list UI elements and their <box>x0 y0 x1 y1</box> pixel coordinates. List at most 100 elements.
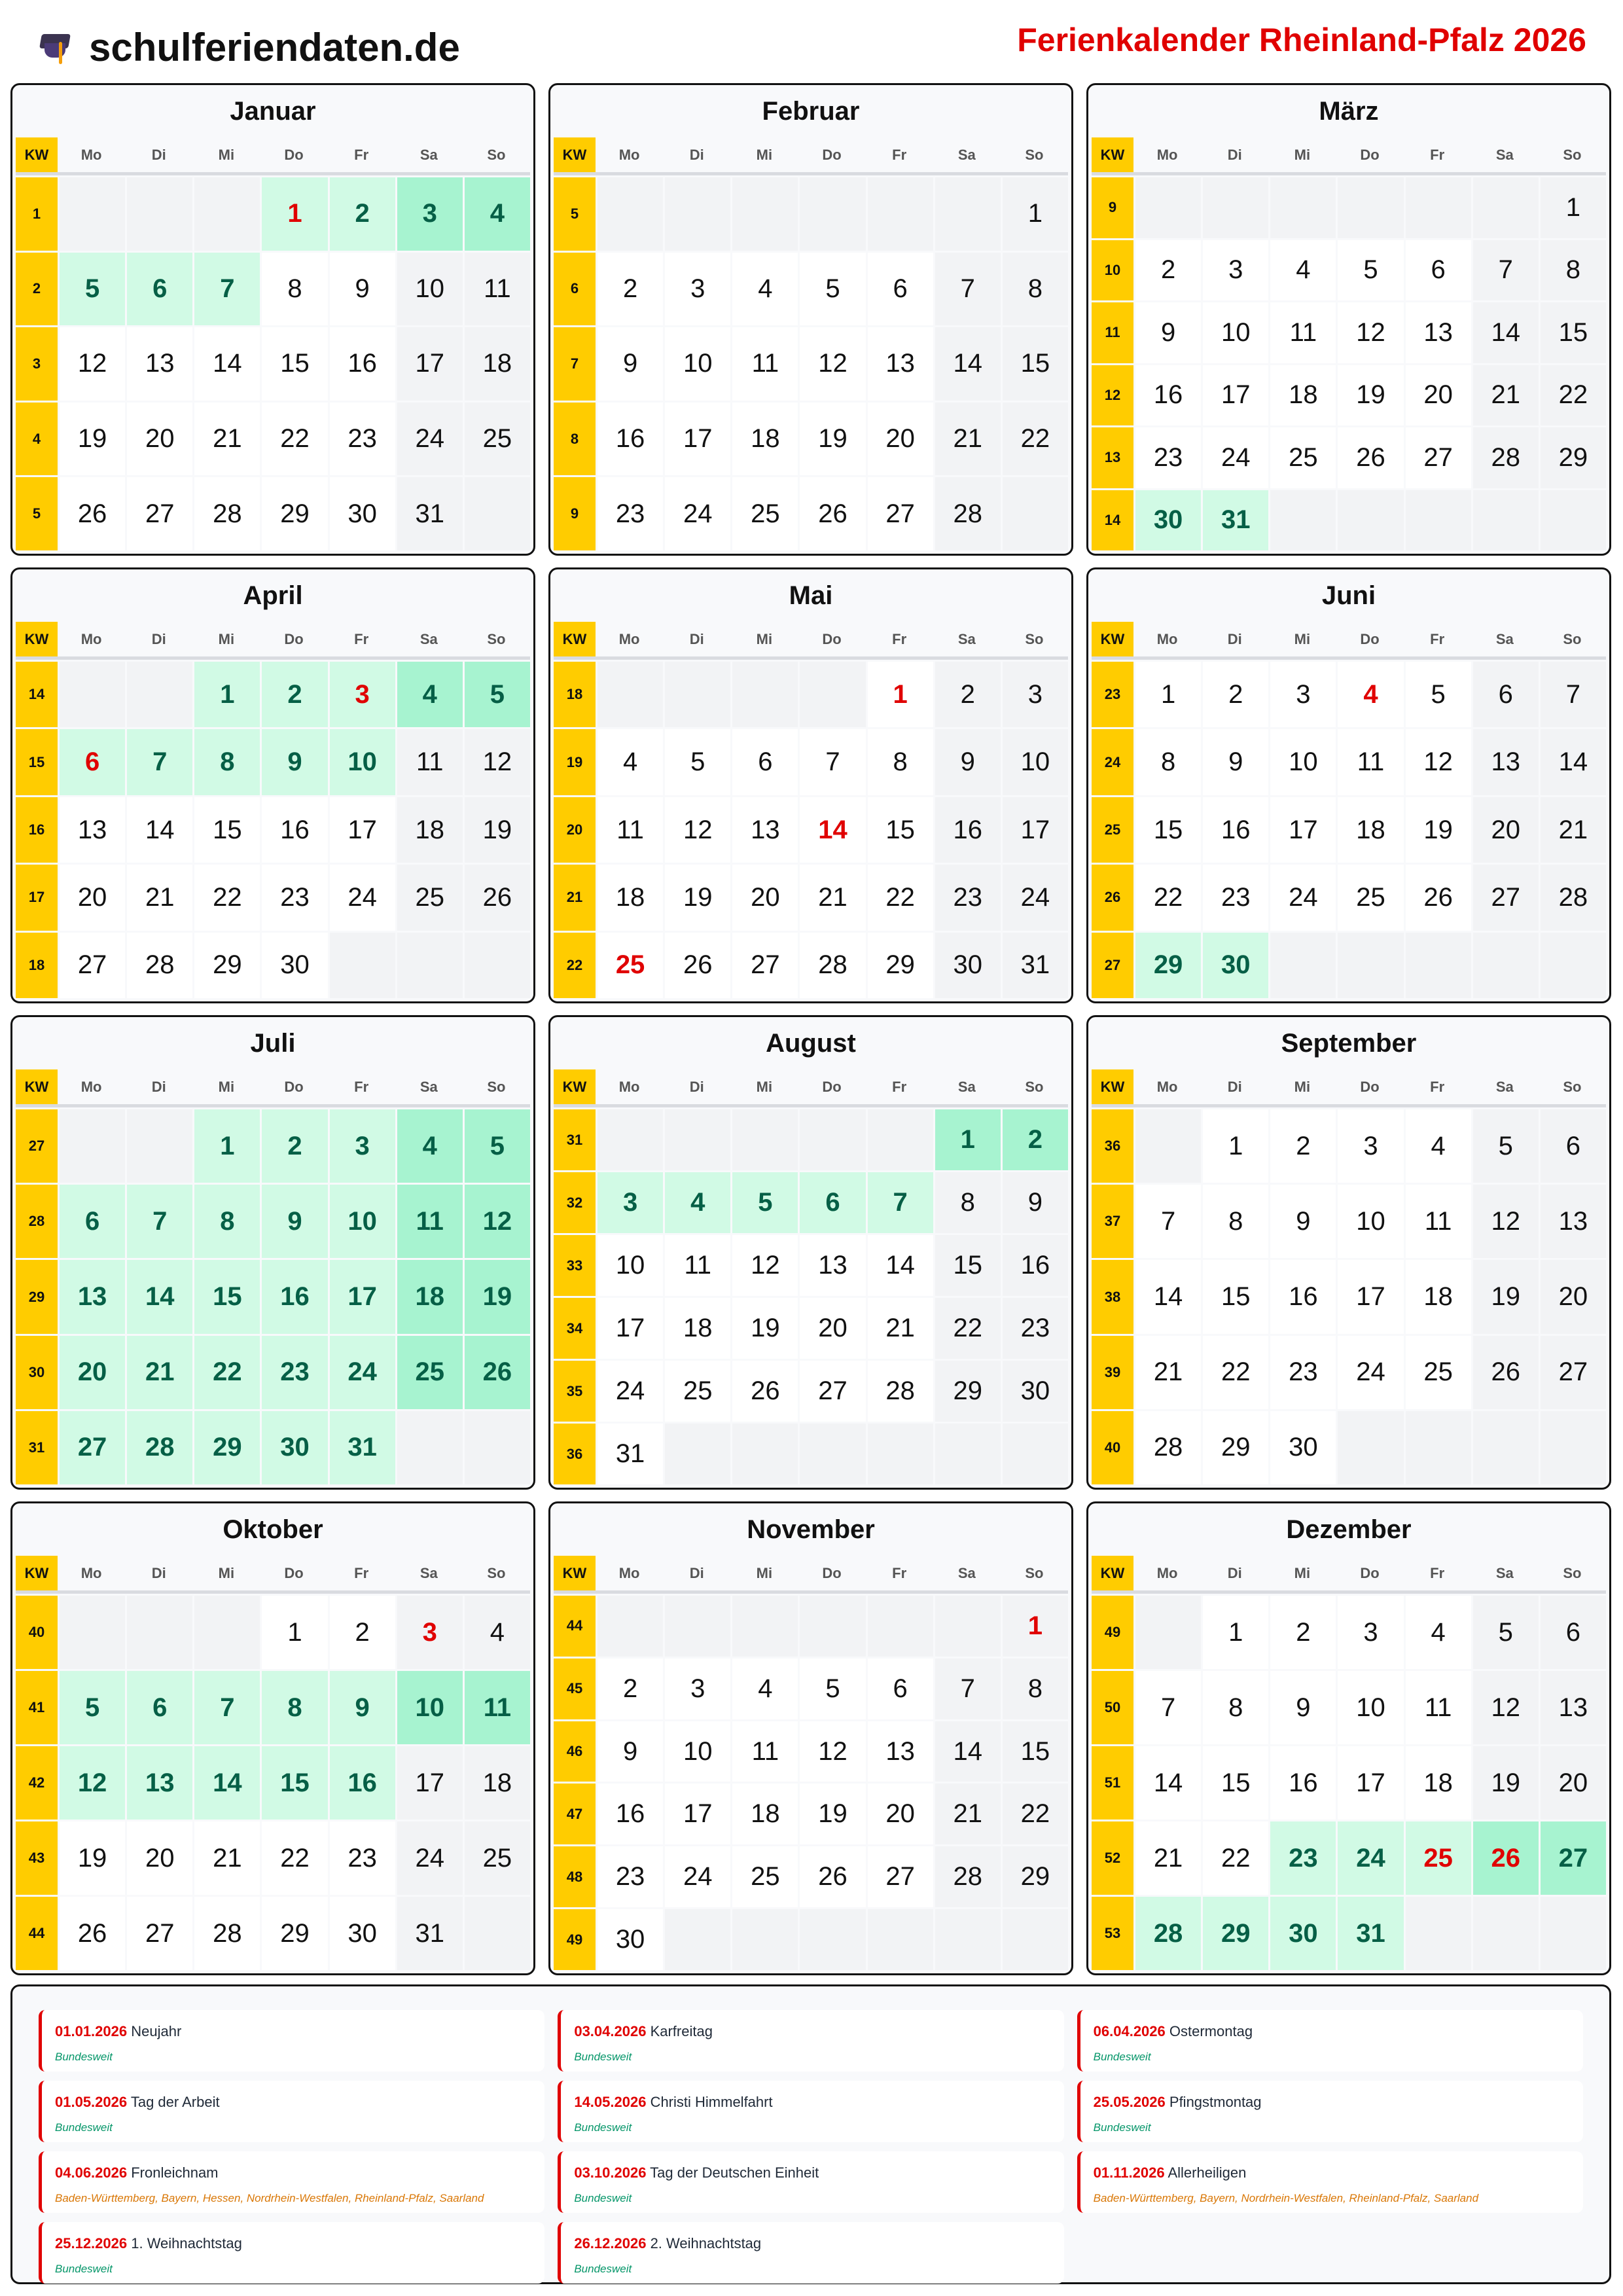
day-cell[interactable]: 29 <box>1135 932 1202 999</box>
day-cell[interactable]: 19 <box>1472 1746 1539 1820</box>
day-cell[interactable]: 6 <box>800 1172 866 1233</box>
day-cell[interactable]: 6 <box>1540 1109 1606 1183</box>
day-cell[interactable]: 13 <box>1540 1671 1606 1744</box>
day-cell[interactable]: 24 <box>1002 865 1068 931</box>
day-cell[interactable]: 23 <box>262 865 328 931</box>
day-cell[interactable]: 29 <box>262 1897 328 1970</box>
day-cell[interactable]: 30 <box>597 1909 664 1970</box>
day-cell[interactable]: 3 <box>665 252 731 326</box>
day-cell[interactable]: 15 <box>1540 302 1606 363</box>
day-cell[interactable]: 18 <box>665 1298 731 1359</box>
day-cell[interactable]: 23 <box>329 402 395 476</box>
day-cell[interactable]: 24 <box>397 402 463 476</box>
day-cell[interactable]: 23 <box>1135 427 1202 488</box>
day-cell[interactable]: 25 <box>732 1846 798 1908</box>
day-cell[interactable]: 29 <box>194 932 260 999</box>
day-cell[interactable]: 26 <box>464 865 530 931</box>
day-cell[interactable]: 29 <box>935 1361 1001 1422</box>
day-cell[interactable]: 4 <box>732 1658 798 1719</box>
day-cell[interactable]: 13 <box>127 327 193 401</box>
day-cell[interactable]: 14 <box>935 327 1001 401</box>
day-cell[interactable]: 30 <box>1270 1897 1336 1970</box>
day-cell[interactable]: 27 <box>127 477 193 550</box>
day-cell[interactable]: 25 <box>464 1821 530 1895</box>
day-cell[interactable]: 25 <box>464 402 530 476</box>
day-cell[interactable]: 21 <box>935 402 1001 476</box>
day-cell[interactable]: 10 <box>1338 1671 1404 1744</box>
day-cell[interactable]: 3 <box>1002 662 1068 728</box>
day-cell[interactable]: 21 <box>127 865 193 931</box>
day-cell[interactable]: 9 <box>1270 1185 1336 1259</box>
day-cell[interactable]: 19 <box>1472 1260 1539 1334</box>
day-cell[interactable]: 15 <box>1203 1260 1269 1334</box>
day-cell[interactable]: 12 <box>1338 302 1404 363</box>
day-cell[interactable]: 7 <box>194 252 260 326</box>
day-cell[interactable]: 24 <box>329 1335 395 1409</box>
day-cell[interactable]: 7 <box>1540 662 1606 728</box>
day-cell[interactable]: 14 <box>127 797 193 863</box>
day-cell[interactable]: 20 <box>1472 797 1539 863</box>
day-cell[interactable]: 1 <box>194 1109 260 1183</box>
day-cell[interactable]: 8 <box>262 252 328 326</box>
day-cell[interactable]: 2 <box>262 1109 328 1183</box>
day-cell[interactable]: 27 <box>800 1361 866 1422</box>
day-cell[interactable]: 16 <box>329 327 395 401</box>
day-cell[interactable]: 23 <box>1270 1821 1336 1895</box>
day-cell[interactable]: 3 <box>1270 662 1336 728</box>
day-cell[interactable]: 27 <box>60 932 126 999</box>
day-cell[interactable]: 12 <box>60 327 126 401</box>
day-cell[interactable]: 30 <box>1203 932 1269 999</box>
day-cell[interactable]: 26 <box>800 477 866 550</box>
day-cell[interactable]: 20 <box>732 865 798 931</box>
day-cell[interactable]: 27 <box>1472 865 1539 931</box>
day-cell[interactable]: 23 <box>1270 1335 1336 1409</box>
day-cell[interactable]: 13 <box>1472 729 1539 795</box>
day-cell[interactable]: 16 <box>1135 365 1202 425</box>
day-cell[interactable]: 21 <box>867 1298 933 1359</box>
day-cell[interactable]: 15 <box>867 797 933 863</box>
day-cell[interactable]: 19 <box>1338 365 1404 425</box>
day-cell[interactable]: 5 <box>464 662 530 728</box>
day-cell[interactable]: 19 <box>60 1821 126 1895</box>
day-cell[interactable]: 19 <box>464 1260 530 1334</box>
day-cell[interactable]: 27 <box>867 1846 933 1908</box>
day-cell[interactable]: 10 <box>665 1721 731 1782</box>
day-cell[interactable]: 9 <box>1002 1172 1068 1233</box>
day-cell[interactable]: 15 <box>1002 1721 1068 1782</box>
day-cell[interactable]: 28 <box>1540 865 1606 931</box>
day-cell[interactable]: 9 <box>935 729 1001 795</box>
day-cell[interactable]: 9 <box>597 327 664 401</box>
day-cell[interactable]: 6 <box>867 1658 933 1719</box>
day-cell[interactable]: 24 <box>665 1846 731 1908</box>
day-cell[interactable]: 23 <box>935 865 1001 931</box>
day-cell[interactable]: 24 <box>1270 865 1336 931</box>
day-cell[interactable]: 14 <box>935 1721 1001 1782</box>
day-cell[interactable]: 22 <box>1135 865 1202 931</box>
day-cell[interactable]: 11 <box>1270 302 1336 363</box>
day-cell[interactable]: 7 <box>1472 240 1539 300</box>
day-cell[interactable]: 16 <box>1270 1260 1336 1334</box>
day-cell[interactable]: 15 <box>262 1746 328 1820</box>
day-cell[interactable]: 17 <box>329 797 395 863</box>
day-cell[interactable]: 26 <box>464 1335 530 1409</box>
day-cell[interactable]: 31 <box>1338 1897 1404 1970</box>
day-cell[interactable]: 28 <box>194 477 260 550</box>
day-cell[interactable]: 12 <box>732 1235 798 1296</box>
day-cell[interactable]: 9 <box>262 729 328 795</box>
day-cell[interactable]: 26 <box>1338 427 1404 488</box>
day-cell[interactable]: 1 <box>1002 177 1068 251</box>
day-cell[interactable]: 11 <box>665 1235 731 1296</box>
day-cell[interactable]: 17 <box>1270 797 1336 863</box>
day-cell[interactable]: 14 <box>194 327 260 401</box>
day-cell[interactable]: 12 <box>1405 729 1471 795</box>
day-cell[interactable]: 12 <box>665 797 731 863</box>
day-cell[interactable]: 1 <box>1002 1596 1068 1657</box>
day-cell[interactable]: 22 <box>1002 1784 1068 1845</box>
day-cell[interactable]: 20 <box>867 402 933 476</box>
day-cell[interactable]: 11 <box>1405 1671 1471 1744</box>
day-cell[interactable]: 6 <box>1405 240 1471 300</box>
day-cell[interactable]: 2 <box>935 662 1001 728</box>
day-cell[interactable]: 6 <box>127 252 193 326</box>
day-cell[interactable]: 17 <box>665 402 731 476</box>
day-cell[interactable]: 30 <box>262 1410 328 1485</box>
